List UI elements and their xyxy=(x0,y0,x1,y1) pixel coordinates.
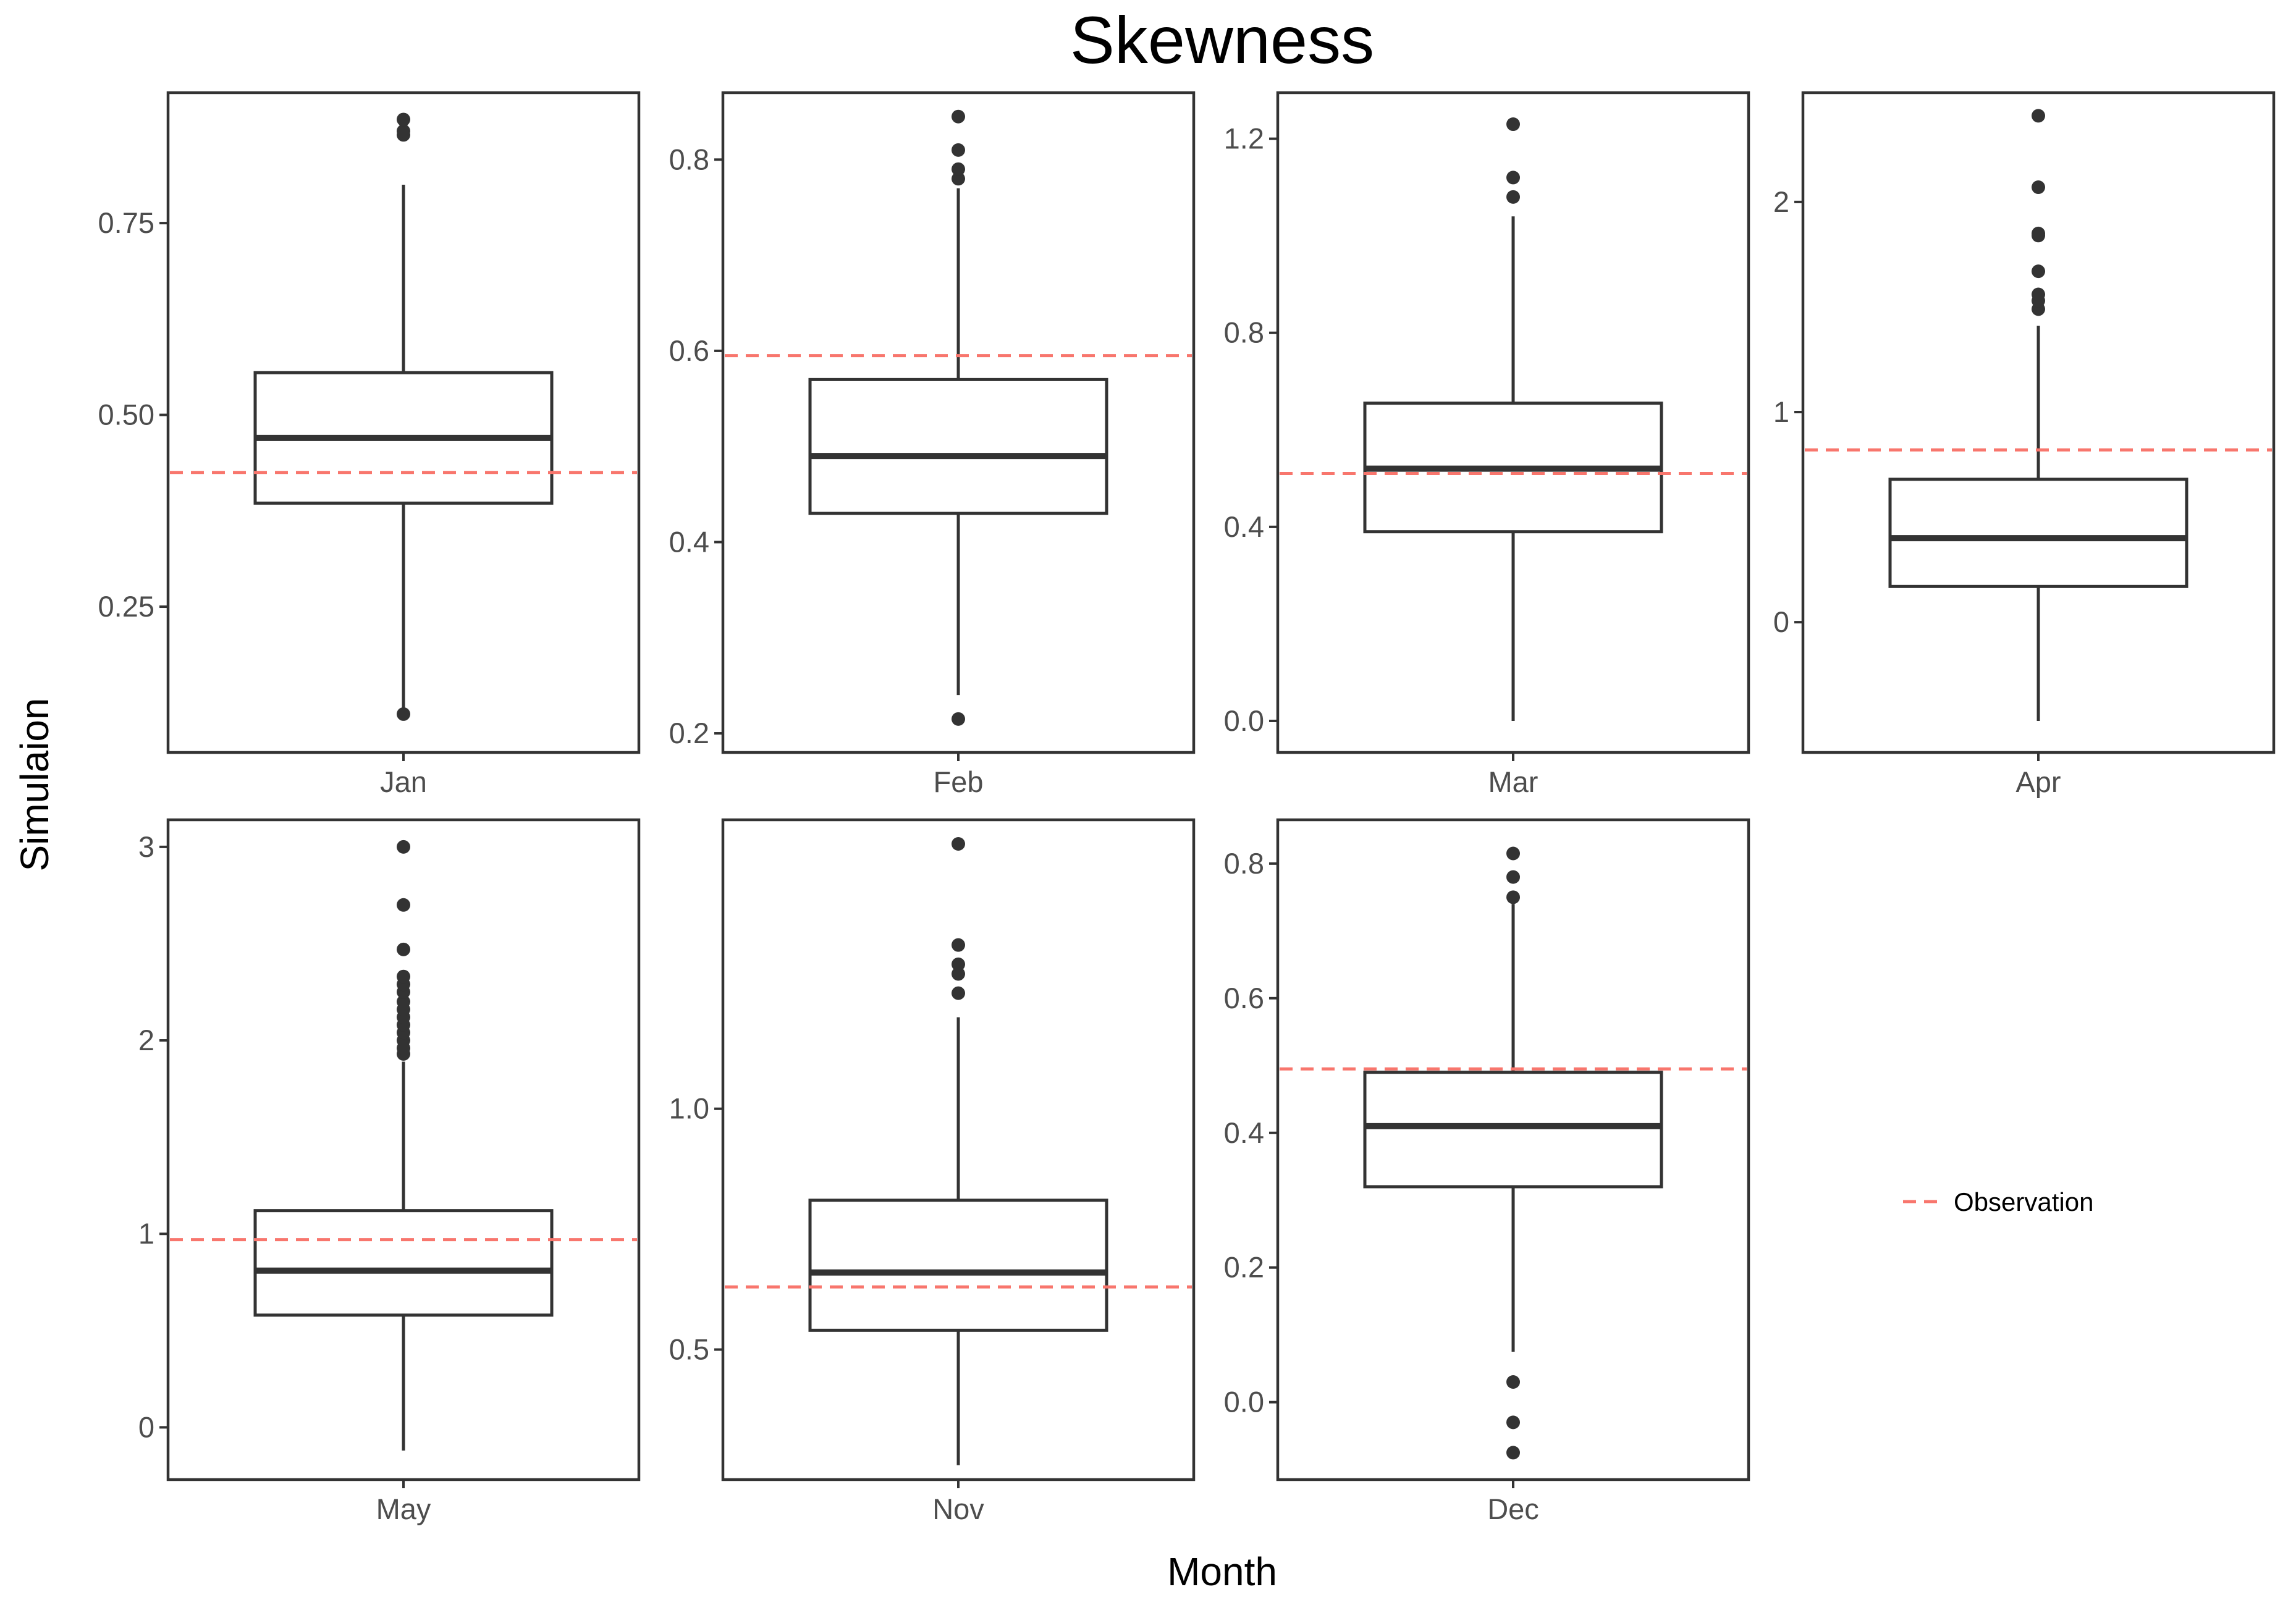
x-tick-label-jan: Jan xyxy=(380,765,427,798)
y-tick-label: 0.25 xyxy=(98,590,154,623)
outlier-point xyxy=(1506,1375,1520,1389)
y-tick-label: 0.6 xyxy=(1224,982,1264,1014)
y-tick-label: 0.0 xyxy=(1224,1386,1264,1418)
y-tick-label: 0.4 xyxy=(1224,1116,1264,1149)
y-tick-label: 0.0 xyxy=(1224,704,1264,737)
y-tick-label: 0.4 xyxy=(1224,510,1264,543)
y-tick-label: 0 xyxy=(138,1410,154,1443)
panel-feb: 0.2 0.4 0.6 0.8 Feb xyxy=(669,91,1196,798)
outlier-point xyxy=(2032,264,2045,279)
outlier-point xyxy=(1506,846,1520,861)
outlier-point xyxy=(397,995,410,1009)
outlier-point xyxy=(1506,890,1520,904)
y-tick-label: 0.8 xyxy=(669,143,709,175)
outlier-point xyxy=(952,986,965,1000)
outlier-point xyxy=(397,898,410,912)
y-axis-label: Simulaion xyxy=(12,697,57,871)
y-tick-label: 3 xyxy=(138,830,154,863)
y-tick-label: 0 xyxy=(1773,605,1789,638)
outlier-point xyxy=(952,836,965,851)
y-tick-label: 0.50 xyxy=(98,398,154,431)
y-tick-label: 2 xyxy=(138,1024,154,1056)
panel-may: 0 1 2 3 May xyxy=(138,818,641,1525)
outlier-point xyxy=(952,712,965,726)
outlier-point xyxy=(952,143,965,157)
outlier-point xyxy=(397,112,410,127)
y-tick-label: 1.0 xyxy=(669,1092,709,1125)
x-tick-label-feb: Feb xyxy=(934,765,984,798)
legend: Observation xyxy=(1903,1187,2093,1216)
panel-mar: 0.0 0.4 0.8 1.2 Mar xyxy=(1224,91,1750,798)
outlier-point xyxy=(952,957,965,971)
y-tick-label: 0.2 xyxy=(1224,1251,1264,1284)
y-tick-label: 0.2 xyxy=(669,717,709,749)
outlier-point xyxy=(952,967,965,981)
y-tick-label: 0.8 xyxy=(1224,316,1264,349)
outlier-point xyxy=(952,162,965,176)
panel-nov: 0.5 1.0 Nov xyxy=(669,818,1196,1525)
chart-title: Skewness xyxy=(1070,2,1374,77)
outlier-point xyxy=(1506,870,1520,884)
box-iqr xyxy=(253,1209,554,1317)
y-tick-label: 1.2 xyxy=(1224,122,1264,155)
outlier-point xyxy=(1506,1415,1520,1430)
x-axis-label: Month xyxy=(1167,1549,1277,1594)
x-tick-label-mar: Mar xyxy=(1488,765,1538,798)
outlier-point xyxy=(1506,190,1520,204)
box-iqr xyxy=(1888,478,2188,588)
outlier-point xyxy=(1506,117,1520,132)
outlier-point xyxy=(952,172,965,186)
box-iqr xyxy=(1363,1071,1663,1189)
facet-panels: 0.250.500.75Jan0.20.40.60.8Feb0.00.40.81… xyxy=(98,91,2276,1525)
outlier-point xyxy=(1506,171,1520,185)
outlier-point xyxy=(952,938,965,952)
y-tick-label: 2 xyxy=(1773,185,1789,218)
outlier-point xyxy=(2032,109,2045,123)
panel-dec: 0.0 0.2 0.4 0.6 0.8 Dec xyxy=(1224,818,1750,1525)
box-iqr xyxy=(808,1198,1108,1332)
x-tick-label-nov: Nov xyxy=(932,1493,984,1525)
y-tick-label: 0.8 xyxy=(1224,847,1264,880)
panel-jan: 0.25 0.50 0.75 Jan xyxy=(98,91,641,798)
y-tick-label: 0.6 xyxy=(669,334,709,367)
panel-apr: 0 1 2 Apr xyxy=(1773,91,2276,798)
outlier-point xyxy=(397,840,410,854)
x-tick-label-apr: Apr xyxy=(2015,765,2061,798)
outlier-point xyxy=(2032,226,2045,240)
outlier-point xyxy=(397,969,410,984)
box-iqr xyxy=(808,377,1108,515)
x-tick-label-may: May xyxy=(376,1493,431,1525)
outlier-point xyxy=(397,707,410,721)
legend-observation-label: Observation xyxy=(1954,1187,2093,1216)
y-tick-label: 0.5 xyxy=(669,1333,709,1366)
outlier-point xyxy=(1506,1446,1520,1460)
outlier-point xyxy=(2032,180,2045,195)
y-tick-label: 0.75 xyxy=(98,206,154,239)
outlier-point xyxy=(952,109,965,124)
y-tick-label: 0.4 xyxy=(669,525,709,558)
outlier-point xyxy=(2032,287,2045,301)
y-tick-label: 1 xyxy=(1773,395,1789,428)
y-tick-label: 1 xyxy=(138,1217,154,1250)
outlier-point xyxy=(397,124,410,138)
outlier-point xyxy=(397,942,410,956)
x-tick-label-dec: Dec xyxy=(1487,1493,1539,1525)
